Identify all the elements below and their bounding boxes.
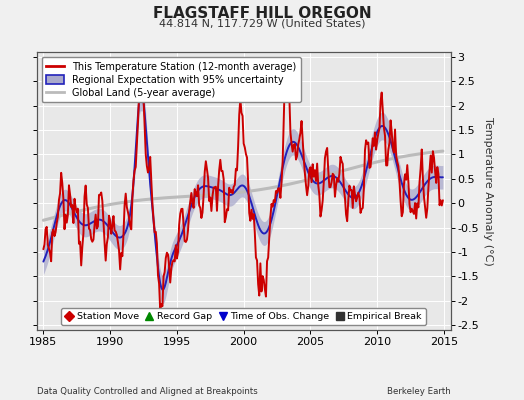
Text: Berkeley Earth: Berkeley Earth xyxy=(387,387,451,396)
Legend: Station Move, Record Gap, Time of Obs. Change, Empirical Break: Station Move, Record Gap, Time of Obs. C… xyxy=(61,308,426,325)
Text: Data Quality Controlled and Aligned at Breakpoints: Data Quality Controlled and Aligned at B… xyxy=(37,387,257,396)
Y-axis label: Temperature Anomaly (°C): Temperature Anomaly (°C) xyxy=(483,117,493,265)
Text: 44.814 N, 117.729 W (United States): 44.814 N, 117.729 W (United States) xyxy=(159,18,365,28)
Text: FLAGSTAFF HILL OREGON: FLAGSTAFF HILL OREGON xyxy=(152,6,372,21)
